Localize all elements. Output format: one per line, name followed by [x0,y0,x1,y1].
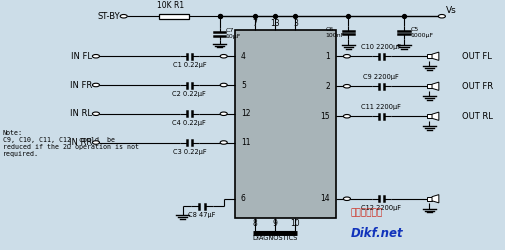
Text: C11 2200µF: C11 2200µF [362,104,401,110]
Text: C9 2200µF: C9 2200µF [364,74,399,80]
Circle shape [343,84,350,88]
Text: Vs: Vs [446,6,457,15]
Circle shape [92,54,99,58]
Bar [159,14,189,18]
Text: 11: 11 [241,138,250,147]
Text: Note:
C9, C10, C11, C12  could  be
reduced if the 2Ω operation is not
required.: Note: C9, C10, C11, C12 could be reduced… [3,130,138,157]
Bar [427,114,432,118]
Bar [427,84,432,88]
Text: 13: 13 [270,19,280,28]
Text: OUT RL: OUT RL [462,112,493,121]
Text: C4 0.22µF: C4 0.22µF [173,120,206,126]
Text: OUT FR: OUT FR [462,82,493,91]
Circle shape [92,141,99,144]
Text: OUT FL: OUT FL [462,52,492,61]
Text: 1: 1 [325,52,330,61]
Polygon shape [432,82,439,90]
Text: 10K R1: 10K R1 [157,1,184,10]
Text: ST-BY: ST-BY [97,12,120,21]
Circle shape [343,54,350,58]
Polygon shape [432,52,439,60]
Circle shape [92,83,99,87]
Text: 电子发发社区: 电子发发社区 [351,208,383,218]
Text: 10: 10 [290,220,300,228]
Text: C6
100nF: C6 100nF [326,27,345,38]
Text: IN RR: IN RR [69,138,92,147]
Text: IN RL: IN RL [70,109,92,118]
Text: 2: 2 [325,82,330,91]
Circle shape [120,14,127,18]
Circle shape [438,14,445,18]
Text: 14: 14 [320,194,330,203]
Text: DIAGNOSTICS: DIAGNOSTICS [252,235,298,241]
Text: C2 0.22µF: C2 0.22µF [173,91,206,97]
Circle shape [220,141,227,144]
Circle shape [220,112,227,116]
Text: 5: 5 [241,80,246,90]
Text: 3: 3 [293,19,298,28]
Text: C5
1000µF: C5 1000µF [411,27,434,38]
Bar [427,54,432,58]
Circle shape [220,54,227,58]
Circle shape [220,83,227,87]
Text: 6: 6 [241,194,246,203]
Circle shape [343,114,350,118]
Polygon shape [432,194,439,203]
Text: 9: 9 [273,220,278,228]
Text: 15: 15 [320,112,330,121]
Text: 7: 7 [252,19,258,28]
Text: IN FR: IN FR [70,80,92,90]
Text: C12 2200µF: C12 2200µF [361,205,401,211]
Text: C1 0.22µF: C1 0.22µF [173,62,206,68]
Text: 12: 12 [241,109,250,118]
Bar [427,197,432,201]
Text: IN FL: IN FL [71,52,92,61]
Polygon shape [432,112,439,120]
Text: 4: 4 [241,52,246,61]
Text: Dikf.net: Dikf.net [351,227,403,240]
Text: C3 0.22µF: C3 0.22µF [173,149,206,155]
Bar [235,30,336,218]
Text: C8 47µF: C8 47µF [188,212,216,218]
Text: 8: 8 [252,220,258,228]
Circle shape [92,112,99,116]
Circle shape [343,197,350,200]
Text: C7
10µF: C7 10µF [226,28,241,39]
Text: C10 2200µF: C10 2200µF [361,44,401,50]
